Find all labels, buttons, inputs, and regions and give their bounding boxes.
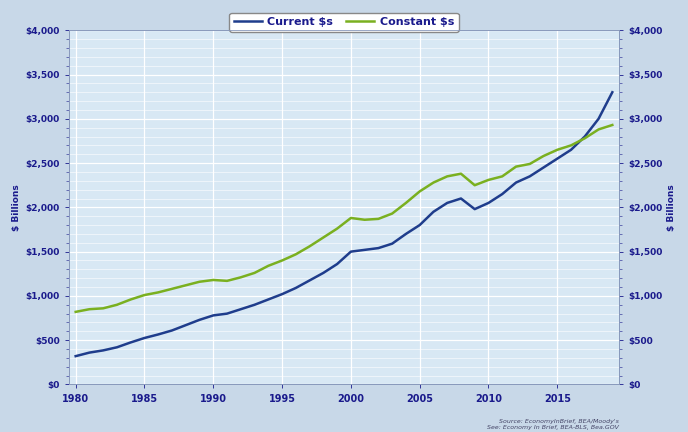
Constant $s bbox=[237, 275, 245, 280]
Constant $s bbox=[567, 143, 575, 148]
Current $s bbox=[416, 222, 424, 228]
Current $s bbox=[553, 156, 561, 161]
Constant $s bbox=[457, 171, 465, 176]
Current $s bbox=[85, 350, 94, 355]
Constant $s bbox=[209, 277, 217, 283]
Constant $s bbox=[264, 263, 272, 268]
Line: Constant $s: Constant $s bbox=[76, 125, 612, 312]
Current $s bbox=[429, 209, 438, 214]
Current $s bbox=[361, 247, 369, 252]
Current $s bbox=[305, 278, 314, 283]
Constant $s bbox=[471, 183, 479, 188]
Constant $s bbox=[347, 216, 355, 221]
Current $s bbox=[182, 323, 190, 328]
Current $s bbox=[264, 297, 272, 302]
Constant $s bbox=[292, 252, 300, 257]
Current $s bbox=[539, 165, 548, 170]
Constant $s bbox=[113, 302, 121, 308]
Y-axis label: $ Billions: $ Billions bbox=[12, 184, 21, 231]
Constant $s bbox=[484, 177, 493, 182]
Constant $s bbox=[539, 153, 548, 159]
Current $s bbox=[581, 134, 589, 139]
Constant $s bbox=[333, 226, 341, 231]
Constant $s bbox=[85, 307, 94, 312]
Legend: Current $s, Constant $s: Current $s, Constant $s bbox=[229, 13, 459, 32]
Constant $s bbox=[99, 306, 107, 311]
Constant $s bbox=[319, 235, 327, 240]
Constant $s bbox=[361, 217, 369, 222]
Current $s bbox=[209, 313, 217, 318]
Current $s bbox=[457, 196, 465, 201]
Current $s bbox=[154, 332, 162, 337]
Current $s bbox=[402, 232, 410, 237]
Constant $s bbox=[154, 290, 162, 295]
Current $s bbox=[484, 200, 493, 206]
Constant $s bbox=[526, 162, 534, 167]
Current $s bbox=[72, 353, 80, 359]
Constant $s bbox=[278, 258, 286, 263]
Line: Current $s: Current $s bbox=[76, 92, 612, 356]
Current $s bbox=[140, 335, 149, 340]
Constant $s bbox=[498, 174, 506, 179]
Constant $s bbox=[594, 127, 603, 132]
Current $s bbox=[608, 90, 616, 95]
Current $s bbox=[443, 200, 451, 206]
Constant $s bbox=[429, 180, 438, 185]
Constant $s bbox=[195, 279, 204, 284]
Constant $s bbox=[182, 283, 190, 288]
Current $s bbox=[333, 261, 341, 267]
Current $s bbox=[127, 340, 135, 345]
Constant $s bbox=[443, 174, 451, 179]
Current $s bbox=[113, 345, 121, 350]
Current $s bbox=[292, 286, 300, 291]
Current $s bbox=[526, 174, 534, 179]
Current $s bbox=[498, 191, 506, 197]
Constant $s bbox=[416, 189, 424, 194]
Current $s bbox=[388, 241, 396, 246]
Current $s bbox=[99, 348, 107, 353]
Current $s bbox=[594, 116, 603, 121]
Text: Source: EconomyInBrief, BEA/Moody's
See: Economy In Brief, BEA-BLS, Bea.GOV: Source: EconomyInBrief, BEA/Moody's See:… bbox=[487, 419, 619, 430]
Constant $s bbox=[140, 292, 149, 298]
Constant $s bbox=[388, 211, 396, 216]
Constant $s bbox=[402, 200, 410, 206]
Current $s bbox=[195, 317, 204, 322]
Current $s bbox=[237, 307, 245, 312]
Constant $s bbox=[608, 122, 616, 127]
Constant $s bbox=[223, 278, 231, 283]
Constant $s bbox=[374, 216, 383, 222]
Constant $s bbox=[250, 270, 259, 276]
Y-axis label: $ Billions: $ Billions bbox=[667, 184, 676, 231]
Constant $s bbox=[72, 309, 80, 314]
Constant $s bbox=[553, 147, 561, 152]
Current $s bbox=[471, 206, 479, 212]
Current $s bbox=[567, 147, 575, 152]
Constant $s bbox=[305, 244, 314, 249]
Constant $s bbox=[581, 136, 589, 141]
Current $s bbox=[278, 292, 286, 297]
Constant $s bbox=[127, 297, 135, 302]
Current $s bbox=[374, 245, 383, 251]
Current $s bbox=[168, 328, 176, 333]
Current $s bbox=[319, 270, 327, 276]
Current $s bbox=[250, 302, 259, 308]
Current $s bbox=[347, 249, 355, 254]
Current $s bbox=[223, 311, 231, 316]
Constant $s bbox=[512, 164, 520, 169]
Current $s bbox=[512, 180, 520, 185]
Constant $s bbox=[168, 286, 176, 292]
